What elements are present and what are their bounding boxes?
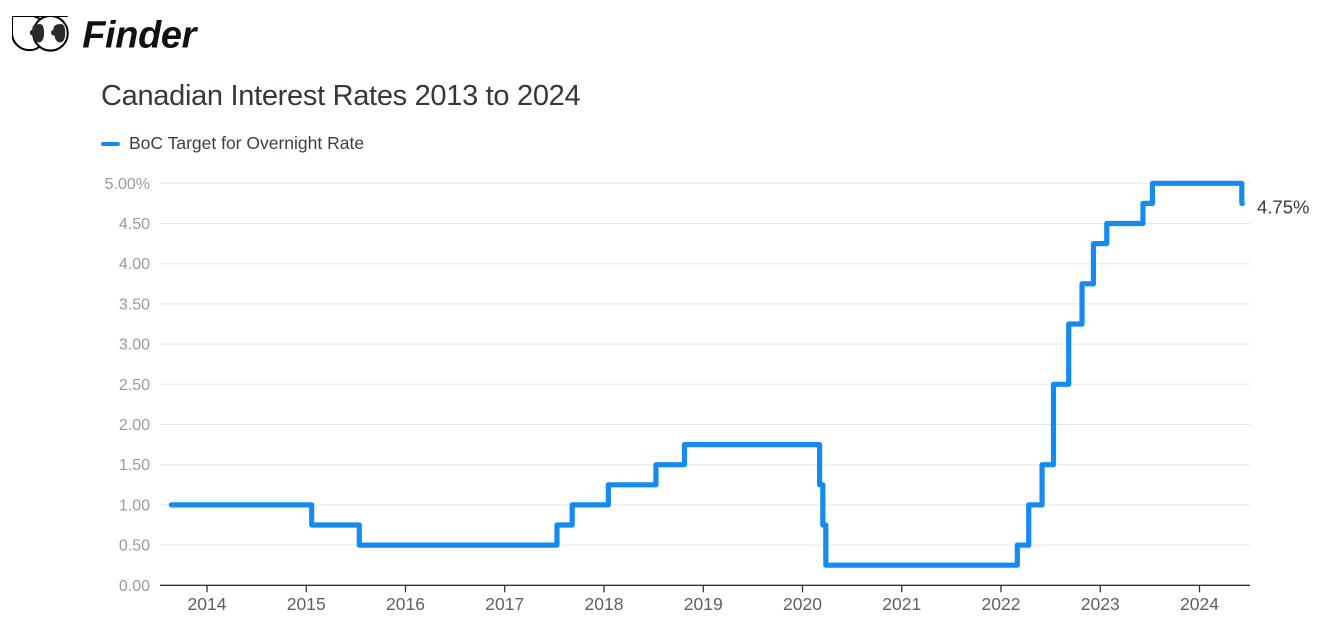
svg-text:2016: 2016 — [386, 594, 425, 614]
svg-text:2022: 2022 — [982, 594, 1021, 614]
svg-text:2023: 2023 — [1081, 594, 1120, 614]
svg-text:2.00: 2.00 — [119, 417, 150, 434]
svg-text:2021: 2021 — [882, 594, 921, 614]
svg-text:3.00: 3.00 — [119, 337, 150, 354]
svg-text:2024: 2024 — [1180, 594, 1219, 614]
svg-text:2015: 2015 — [287, 594, 326, 614]
svg-text:4.50: 4.50 — [119, 216, 150, 233]
svg-text:2.50: 2.50 — [119, 377, 150, 394]
svg-text:2017: 2017 — [485, 594, 524, 614]
svg-text:4.75%: 4.75% — [1257, 197, 1309, 218]
svg-text:0.00: 0.00 — [119, 578, 150, 595]
svg-text:2018: 2018 — [585, 594, 624, 614]
svg-text:4.00: 4.00 — [119, 256, 150, 273]
svg-text:5.00%: 5.00% — [105, 176, 150, 193]
svg-text:0.50: 0.50 — [119, 538, 150, 555]
svg-text:2014: 2014 — [188, 594, 227, 614]
svg-text:2019: 2019 — [684, 594, 723, 614]
svg-text:2020: 2020 — [783, 594, 822, 614]
svg-text:1.00: 1.00 — [119, 497, 150, 514]
svg-text:1.50: 1.50 — [119, 457, 150, 474]
svg-text:3.50: 3.50 — [119, 296, 150, 313]
